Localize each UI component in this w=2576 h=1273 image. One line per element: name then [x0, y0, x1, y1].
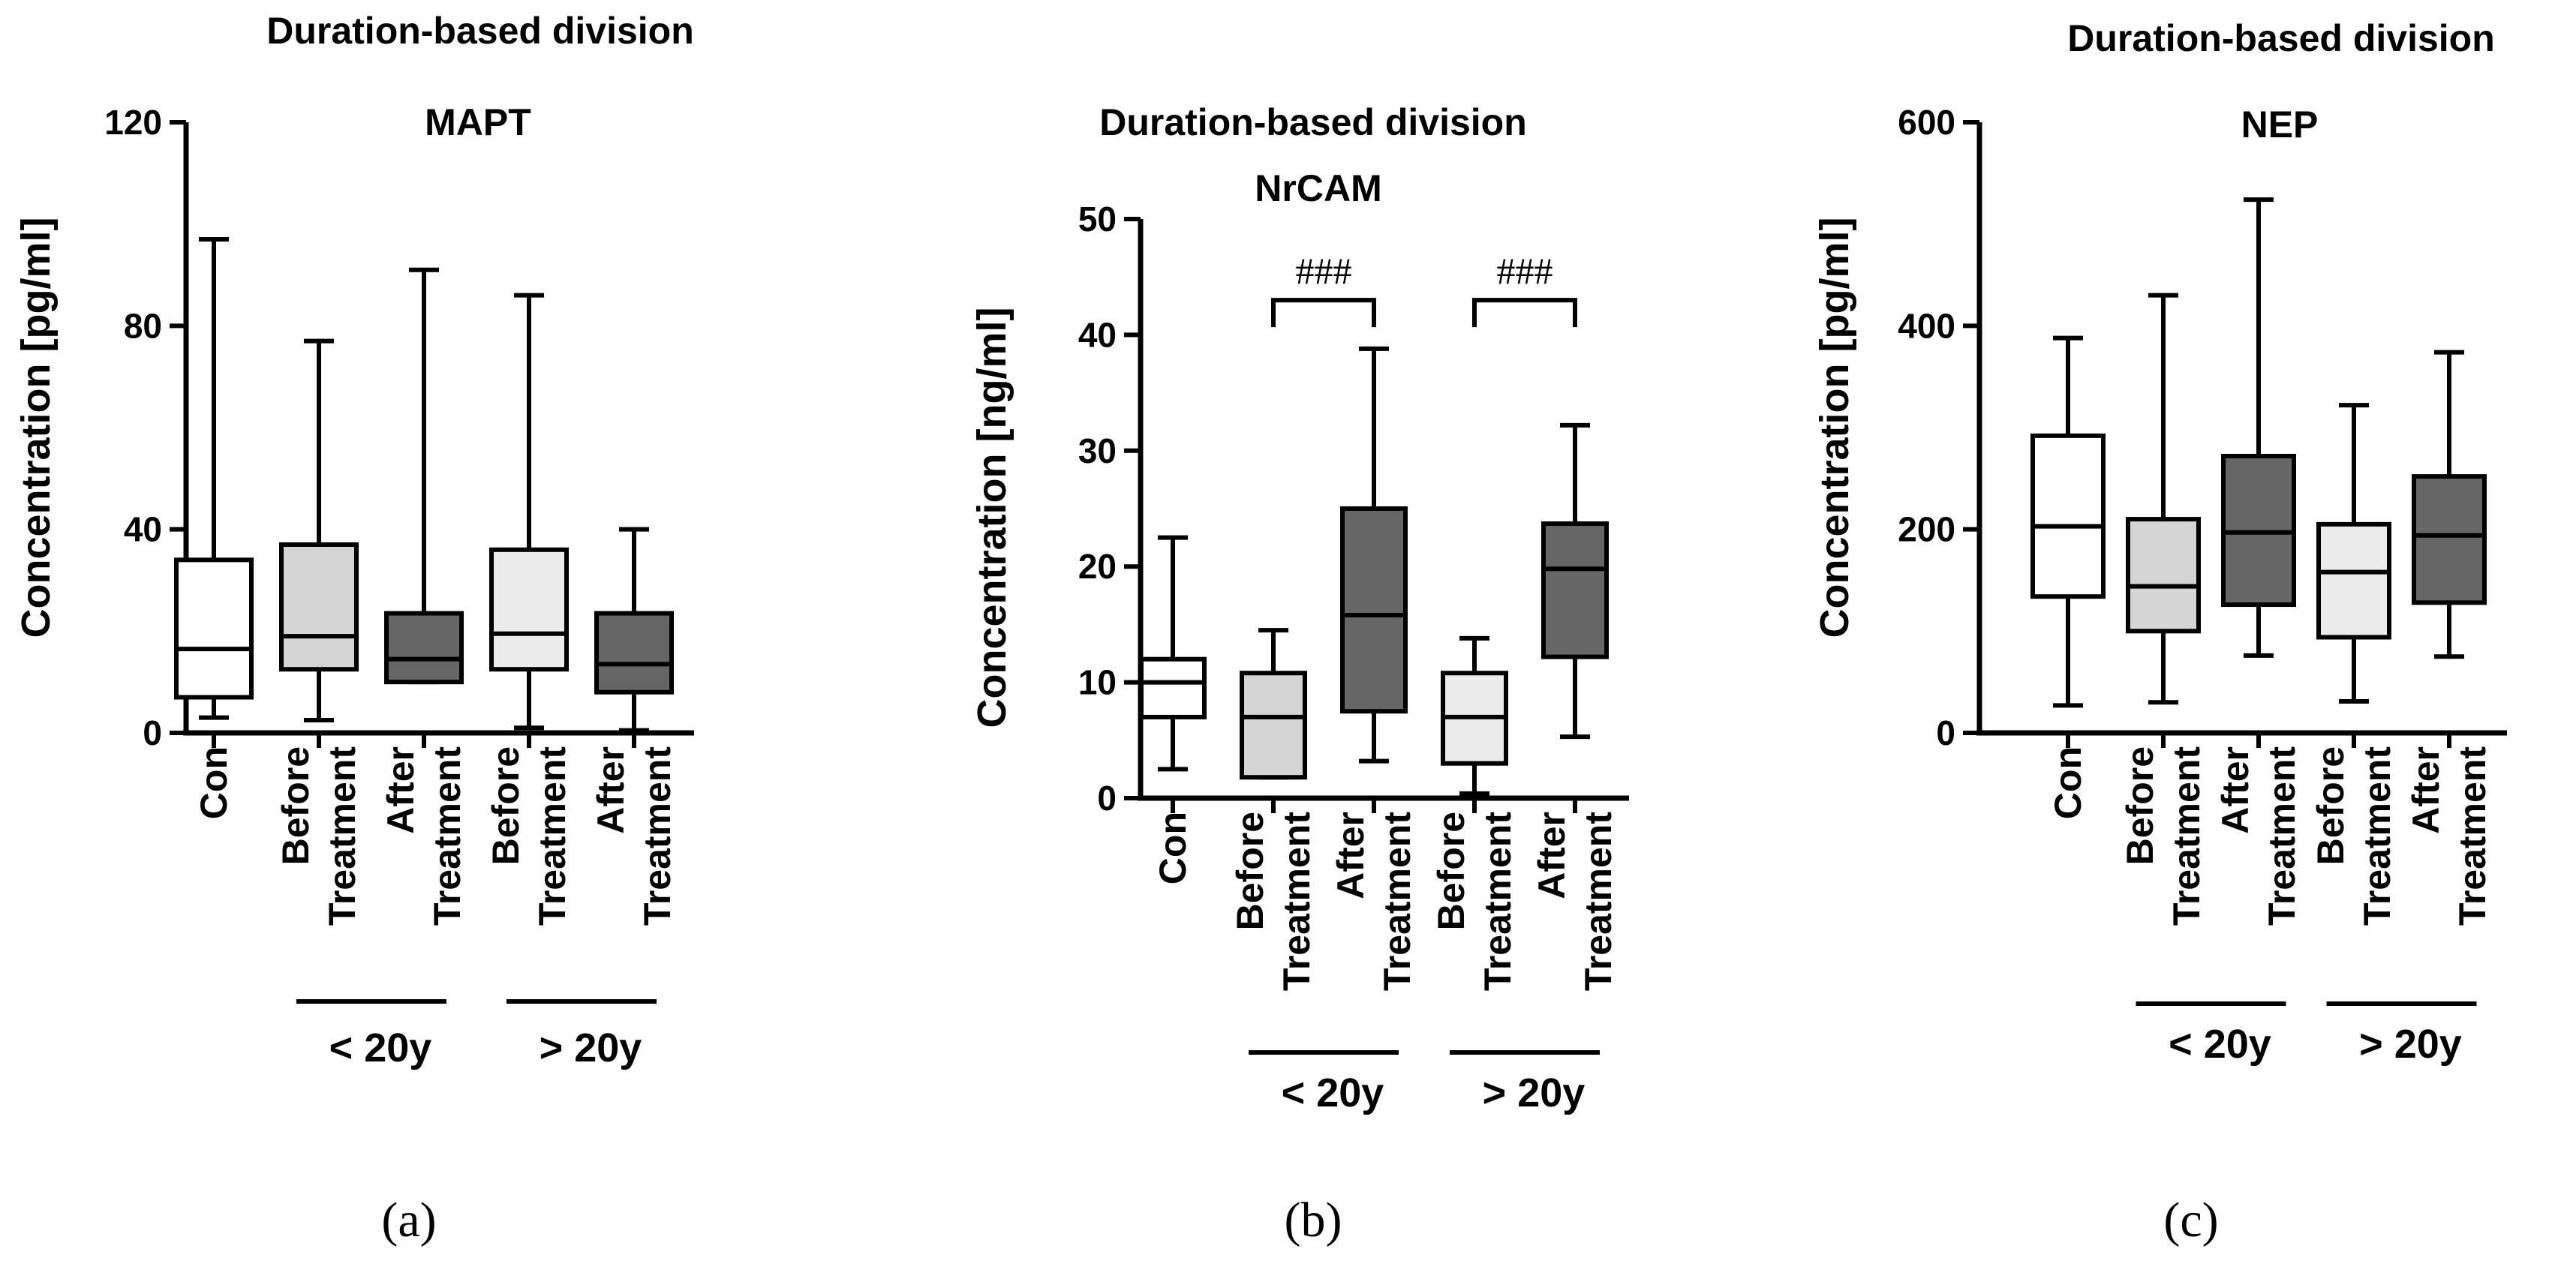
x-tick-label: Treatment: [1477, 812, 1519, 991]
panel-caption: (c): [2163, 1193, 2218, 1247]
box-2: Before Treatment: [1229, 628, 1318, 991]
group-label: > 20y: [1483, 1070, 1586, 1115]
y-tick-label: 0: [143, 713, 162, 752]
x-tick-label: Treatment: [1577, 812, 1619, 991]
x-tick-label: Treatment: [531, 746, 573, 926]
box-body: [1541, 521, 1609, 659]
x-tick-label: After: [2405, 746, 2447, 834]
panel-caption: (a): [381, 1193, 436, 1247]
group-label: < 20y: [2169, 1022, 2271, 1067]
x-tick-label: Con: [1152, 812, 1194, 884]
x-tick-label: Treatment: [1376, 812, 1418, 991]
x-tick-label: Treatment: [2261, 746, 2303, 926]
box-5: After Treatment: [1531, 422, 1619, 991]
x-tick-label: Treatment: [2451, 746, 2493, 926]
y-axis-label: Concentration [pg/ml]: [1812, 218, 1857, 638]
x-tick-label: After: [2214, 746, 2256, 834]
box-2: Before Treatment: [275, 338, 363, 926]
x-tick-label: After: [1330, 812, 1372, 899]
box-body: [174, 557, 254, 700]
box-1: Con: [174, 237, 254, 819]
significance-label: ###: [1296, 250, 1352, 292]
x-tick-label: Con: [193, 746, 235, 819]
y-axis-label: Concentration [pg/ml]: [14, 218, 59, 638]
y-tick-label: 600: [1898, 103, 1955, 142]
plot-title: MAPT: [425, 101, 531, 143]
box-body: [1139, 656, 1207, 719]
box-3: After Treatment: [380, 267, 468, 926]
x-tick-label: After: [380, 746, 422, 834]
plot-title: NEP: [2241, 104, 2319, 146]
significance-label: ###: [1497, 250, 1553, 292]
x-tick-label: Before: [2119, 746, 2161, 865]
x-tick-label: Con: [2047, 746, 2089, 819]
x-tick-label: Treatment: [321, 746, 363, 926]
x-tick-label: Before: [275, 746, 317, 865]
box-4: Before Treatment: [485, 293, 573, 926]
panel-1: Duration-based division MAPT Concentration…: [14, 10, 694, 1247]
box-body: [2316, 521, 2391, 640]
box-5: After Treatment: [2405, 350, 2493, 926]
y-tick-label: 10: [1078, 663, 1117, 702]
box-body: [1240, 671, 1307, 780]
significance-bracket: [1271, 298, 1376, 328]
y-tick-label: 30: [1078, 431, 1117, 470]
group-label: < 20y: [329, 1025, 432, 1070]
y-tick-label: 0: [1936, 713, 1955, 752]
x-tick-label: After: [1531, 812, 1573, 899]
y-tick-label: 400: [1898, 306, 1955, 345]
x-tick-label: Treatment: [1276, 812, 1318, 991]
x-tick-label: Before: [485, 746, 527, 865]
y-tick-label: 50: [1078, 200, 1117, 239]
plot-title: NrCAM: [1255, 167, 1381, 209]
y-tick-label: 40: [124, 510, 162, 549]
box-1: Con: [2030, 335, 2106, 819]
box-3: After Treatment: [1330, 346, 1418, 991]
y-tick-label: 0: [1097, 779, 1117, 818]
significance-bracket: [1472, 298, 1577, 328]
box-body: [1340, 506, 1408, 714]
x-tick-label: After: [590, 746, 632, 834]
x-tick-label: Before: [1229, 812, 1271, 930]
x-tick-label: Before: [2310, 746, 2352, 865]
x-tick-label: Treatment: [2166, 746, 2208, 926]
box-body: [489, 547, 569, 672]
box-body: [2030, 433, 2106, 599]
panel-caption: (b): [1285, 1193, 1342, 1247]
supertitle: Duration-based division: [1099, 101, 1527, 143]
group-label: > 20y: [540, 1025, 642, 1070]
box-body: [2412, 474, 2487, 605]
supertitle: Duration-based division: [2067, 17, 2495, 59]
x-tick-label: Treatment: [2356, 746, 2398, 926]
supertitle: Duration-based division: [266, 10, 694, 52]
x-tick-label: Treatment: [636, 746, 678, 926]
y-tick-label: 20: [1078, 547, 1117, 586]
box-4: Before Treatment: [1430, 635, 1519, 991]
group-label: > 20y: [2359, 1022, 2462, 1067]
box-body: [2126, 517, 2201, 634]
box-1: Con: [1139, 535, 1207, 884]
box-5: After Treatment: [590, 527, 678, 926]
x-tick-label: Treatment: [426, 746, 468, 926]
box-2: Before Treatment: [2119, 293, 2208, 926]
y-tick-label: 80: [124, 306, 162, 345]
y-axis-label: Concentration [ng/ml]: [969, 308, 1014, 728]
panel-3: Duration-based division NEP Concentration …: [1812, 17, 2507, 1247]
box-3: After Treatment: [2214, 197, 2303, 926]
y-tick-label: 120: [104, 103, 162, 142]
panel-2: Duration-based division NrCAM Concentratio…: [969, 101, 1629, 1247]
box-body: [384, 611, 464, 685]
y-tick-label: 200: [1898, 510, 1955, 549]
box-body: [279, 542, 359, 672]
group-label: < 20y: [1282, 1070, 1384, 1115]
x-tick-label: Before: [1430, 812, 1472, 930]
box-body: [594, 611, 674, 695]
box-4: Before Treatment: [2310, 403, 2398, 926]
y-tick-label: 40: [1078, 315, 1117, 354]
